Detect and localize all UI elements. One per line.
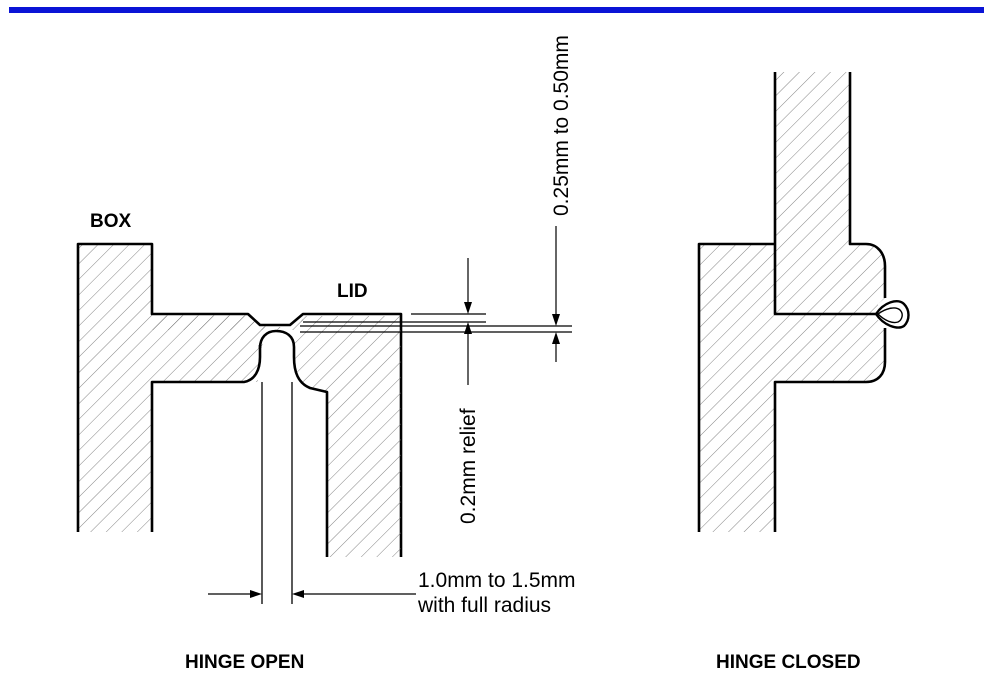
box-label: BOX bbox=[90, 211, 132, 232]
thickness-dimension bbox=[300, 226, 572, 362]
top-rule bbox=[9, 7, 984, 13]
box-outline bbox=[76, 242, 403, 557]
width-dimension bbox=[208, 590, 416, 598]
hinge-closed-caption: HINGE CLOSED bbox=[716, 652, 861, 673]
closed-box-section bbox=[699, 244, 864, 532]
relief-label: 0.2mm relief bbox=[457, 408, 480, 524]
hinge-open-caption: HINGE OPEN bbox=[185, 652, 304, 673]
width-label-line1: 1.0mm to 1.5mm bbox=[418, 569, 576, 592]
width-label-line2: with full radius bbox=[417, 594, 551, 617]
hinge-open-drawing: BOX LID 0.25mm to 0.50mm 0.2mm relief 1.… bbox=[76, 35, 576, 673]
lid-outline bbox=[258, 329, 329, 557]
closed-outline bbox=[697, 72, 887, 532]
hinge-web bbox=[152, 316, 303, 330]
relief-dimension bbox=[303, 258, 486, 385]
lid-section bbox=[292, 316, 401, 557]
hinge-closed-drawing: HINGE CLOSED bbox=[697, 72, 910, 673]
box-section bbox=[78, 244, 276, 532]
closed-lid-section bbox=[775, 72, 885, 382]
thickness-label: 0.25mm to 0.50mm bbox=[550, 35, 573, 216]
lid-label: LID bbox=[337, 281, 368, 302]
